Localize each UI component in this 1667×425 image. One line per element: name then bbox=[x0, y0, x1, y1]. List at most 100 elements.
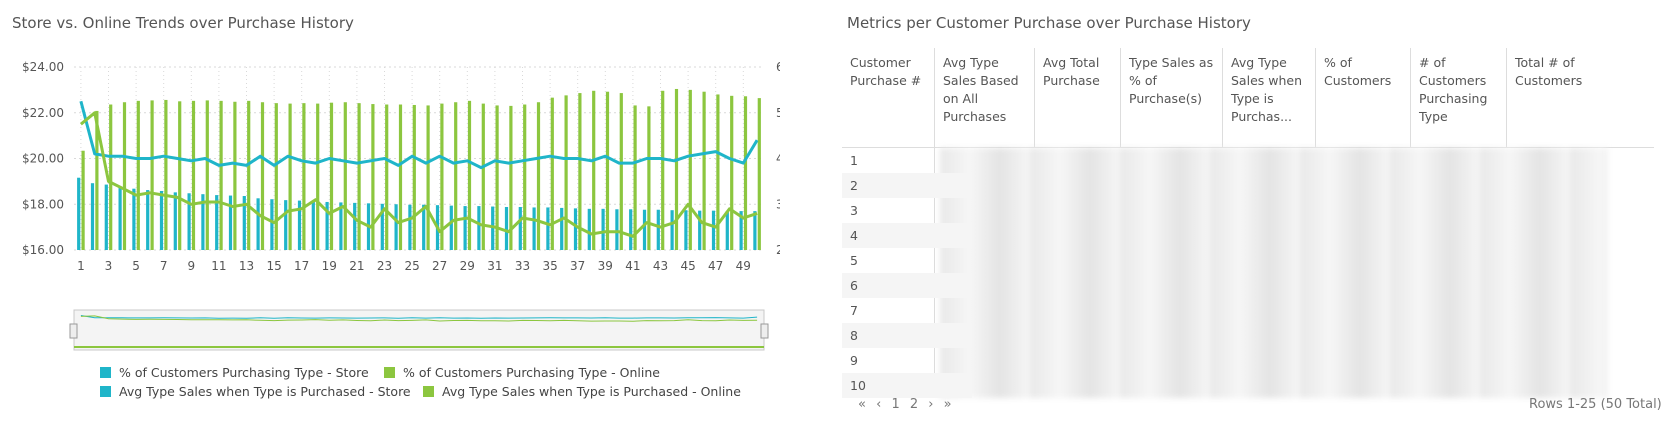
bar-store-pct[interactable] bbox=[711, 210, 716, 250]
prev-page-icon[interactable]: ‹ bbox=[876, 397, 882, 412]
bar-online-pct[interactable] bbox=[343, 102, 347, 250]
bar-store-pct[interactable] bbox=[477, 206, 481, 250]
navigator-right-handle[interactable] bbox=[760, 323, 769, 339]
bar-store-pct[interactable] bbox=[104, 184, 108, 250]
bar-store-pct[interactable] bbox=[353, 202, 357, 250]
bar-store-pct[interactable] bbox=[159, 190, 164, 250]
column-header[interactable]: Avg Type Sales when Type is Purchas... bbox=[1222, 48, 1315, 147]
bar-online-pct[interactable] bbox=[743, 96, 748, 250]
bar-store-pct[interactable] bbox=[518, 206, 522, 250]
bar-store-pct[interactable] bbox=[394, 204, 398, 250]
page-1-link[interactable]: 1 bbox=[891, 397, 900, 412]
bar-online-pct[interactable] bbox=[316, 103, 320, 250]
bar-online-pct[interactable] bbox=[233, 101, 237, 250]
bar-online-pct[interactable] bbox=[178, 101, 182, 250]
last-page-icon[interactable]: » bbox=[943, 397, 952, 412]
bar-online-pct[interactable] bbox=[357, 103, 361, 250]
bar-store-pct[interactable] bbox=[422, 204, 426, 250]
bar-store-pct[interactable] bbox=[739, 211, 743, 250]
bar-store-pct[interactable] bbox=[656, 209, 660, 250]
bar-online-pct[interactable] bbox=[136, 100, 140, 250]
bar-online-pct[interactable] bbox=[633, 105, 637, 251]
bar-store-pct[interactable] bbox=[132, 188, 136, 250]
bar-store-pct[interactable] bbox=[77, 177, 81, 250]
bar-store-pct[interactable] bbox=[698, 210, 702, 250]
bar-store-pct[interactable] bbox=[187, 193, 191, 250]
legend-item-store-pct[interactable]: % of Customers Purchasing Type - Store bbox=[100, 365, 369, 380]
column-header[interactable]: Avg Type Sales Based on All Purchases bbox=[934, 48, 1034, 147]
table-row[interactable]: 8 bbox=[842, 323, 972, 348]
navigator-left-handle[interactable] bbox=[69, 323, 78, 339]
bar-online-pct[interactable] bbox=[260, 102, 265, 250]
bar-store-pct[interactable] bbox=[587, 208, 591, 250]
table-row[interactable]: 9 bbox=[850, 353, 858, 368]
bar-online-pct[interactable] bbox=[247, 100, 251, 250]
column-header[interactable]: Avg Total Purchase bbox=[1034, 48, 1120, 147]
bar-store-pct[interactable] bbox=[173, 192, 177, 250]
line-store-avg[interactable] bbox=[79, 100, 759, 170]
bar-store-pct[interactable] bbox=[256, 198, 260, 250]
bar-online-pct[interactable] bbox=[481, 103, 485, 250]
range-navigator[interactable] bbox=[0, 305, 780, 355]
bar-store-pct[interactable] bbox=[670, 210, 674, 250]
navigator-track[interactable] bbox=[73, 309, 765, 351]
bar-online-pct[interactable] bbox=[302, 103, 306, 250]
bar-online-pct[interactable] bbox=[674, 88, 679, 251]
bar-online-pct[interactable] bbox=[109, 104, 113, 250]
bar-store-pct[interactable] bbox=[642, 209, 647, 250]
bar-online-pct[interactable] bbox=[716, 94, 720, 250]
bar-store-pct[interactable] bbox=[684, 210, 688, 250]
bar-online-pct[interactable] bbox=[219, 100, 223, 250]
bar-online-pct[interactable] bbox=[550, 97, 554, 250]
bar-store-pct[interactable] bbox=[573, 208, 578, 250]
bar-online-pct[interactable] bbox=[509, 105, 513, 250]
bar-online-pct[interactable] bbox=[578, 93, 582, 250]
bar-store-pct[interactable] bbox=[339, 202, 343, 250]
bar-store-pct[interactable] bbox=[753, 211, 757, 250]
bar-online-pct[interactable] bbox=[495, 105, 499, 251]
line-online-avg[interactable] bbox=[79, 111, 758, 238]
bar-online-pct[interactable] bbox=[205, 100, 209, 251]
bar-online-pct[interactable] bbox=[95, 110, 99, 250]
bar-store-pct[interactable] bbox=[491, 206, 495, 250]
first-page-icon[interactable]: « bbox=[858, 397, 866, 412]
bar-store-pct[interactable] bbox=[532, 207, 536, 250]
bar-store-pct[interactable] bbox=[242, 196, 246, 250]
bar-store-pct[interactable] bbox=[546, 207, 550, 250]
bar-store-pct[interactable] bbox=[284, 200, 288, 250]
bar-store-pct[interactable] bbox=[118, 186, 122, 250]
bar-online-pct[interactable] bbox=[592, 90, 596, 250]
table-row[interactable]: 6 bbox=[842, 273, 972, 298]
next-page-icon[interactable]: › bbox=[928, 397, 934, 412]
table-row[interactable]: 2 bbox=[842, 173, 972, 198]
bar-store-pct[interactable] bbox=[270, 199, 274, 250]
bar-online-pct[interactable] bbox=[536, 102, 541, 250]
bar-store-pct[interactable] bbox=[90, 183, 95, 250]
bar-store-pct[interactable] bbox=[615, 209, 619, 250]
bar-online-pct[interactable] bbox=[385, 104, 389, 250]
bar-online-pct[interactable] bbox=[191, 100, 196, 250]
bar-online-pct[interactable] bbox=[81, 150, 85, 250]
bar-online-pct[interactable] bbox=[454, 102, 458, 250]
bar-store-pct[interactable] bbox=[629, 209, 633, 250]
bar-online-pct[interactable] bbox=[426, 105, 430, 251]
bar-store-pct[interactable] bbox=[504, 206, 509, 250]
bar-store-pct[interactable] bbox=[325, 201, 329, 250]
column-header[interactable]: Total # of Customers bbox=[1506, 48, 1601, 147]
bar-online-pct[interactable] bbox=[564, 95, 568, 250]
bar-online-pct[interactable] bbox=[164, 99, 168, 250]
column-header[interactable]: Customer Purchase # bbox=[850, 55, 922, 88]
bar-online-pct[interactable] bbox=[605, 91, 610, 250]
column-header[interactable]: # of Customers Purchasing Type bbox=[1410, 48, 1506, 147]
bar-store-pct[interactable] bbox=[146, 190, 150, 250]
bar-online-pct[interactable] bbox=[647, 106, 651, 250]
legend-item-online-avg[interactable]: Avg Type Sales when Type is Purchased - … bbox=[423, 384, 741, 399]
bar-online-pct[interactable] bbox=[274, 103, 278, 250]
bar-online-pct[interactable] bbox=[730, 95, 734, 250]
bar-online-pct[interactable] bbox=[329, 102, 334, 250]
bar-online-pct[interactable] bbox=[467, 100, 472, 250]
table-row[interactable]: 5 bbox=[850, 253, 858, 268]
bar-store-pct[interactable] bbox=[215, 195, 219, 250]
legend-item-online-pct[interactable]: % of Customers Purchasing Type - Online bbox=[384, 365, 660, 380]
bar-online-pct[interactable] bbox=[371, 104, 375, 250]
